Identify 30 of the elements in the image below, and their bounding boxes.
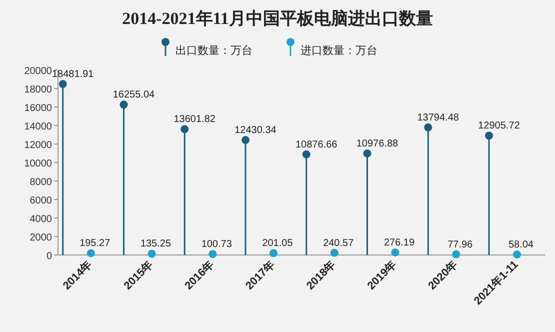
data-label: 12430.34 [234,125,277,136]
data-label: 10976.88 [356,138,399,150]
y-tick-label: 14000 [24,122,52,132]
data-label: 58.04 [508,239,534,250]
data-label: 77.96 [448,239,474,250]
y-tick-label: 0 [46,251,52,262]
y-tick-label: 6000 [30,196,52,206]
legend-label: 进口数量：万台 [300,44,378,57]
data-label: 18481.91 [52,69,94,80]
data-label: 13794.48 [417,112,460,124]
legend-label: 出口数量：万台 [176,44,252,57]
data-label: 240.57 [323,238,354,249]
chart-title: 2014-2021年11月中国平板电脑进出口数量 [122,9,433,28]
data-label: 16255.04 [112,90,156,101]
y-tick-label: 4000 [30,214,52,225]
data-label: 195.27 [80,238,111,250]
data-label: 276.19 [384,237,415,248]
y-tick-label: 2000 [30,232,52,244]
y-tick-label: 10000 [24,158,52,170]
data-label: 10876.66 [296,139,338,150]
y-tick-label: 12000 [24,140,52,151]
y-tick-label: 18000 [24,84,52,96]
data-label: 135.25 [140,238,172,250]
data-label: 201.05 [262,238,294,250]
y-tick-label: 8000 [30,177,52,188]
y-tick-label: 16000 [24,103,52,114]
data-label: 13601.82 [174,114,216,126]
y-tick-label: 20000 [24,66,52,77]
data-label: 100.73 [201,239,232,250]
data-label: 12905.72 [478,120,520,132]
